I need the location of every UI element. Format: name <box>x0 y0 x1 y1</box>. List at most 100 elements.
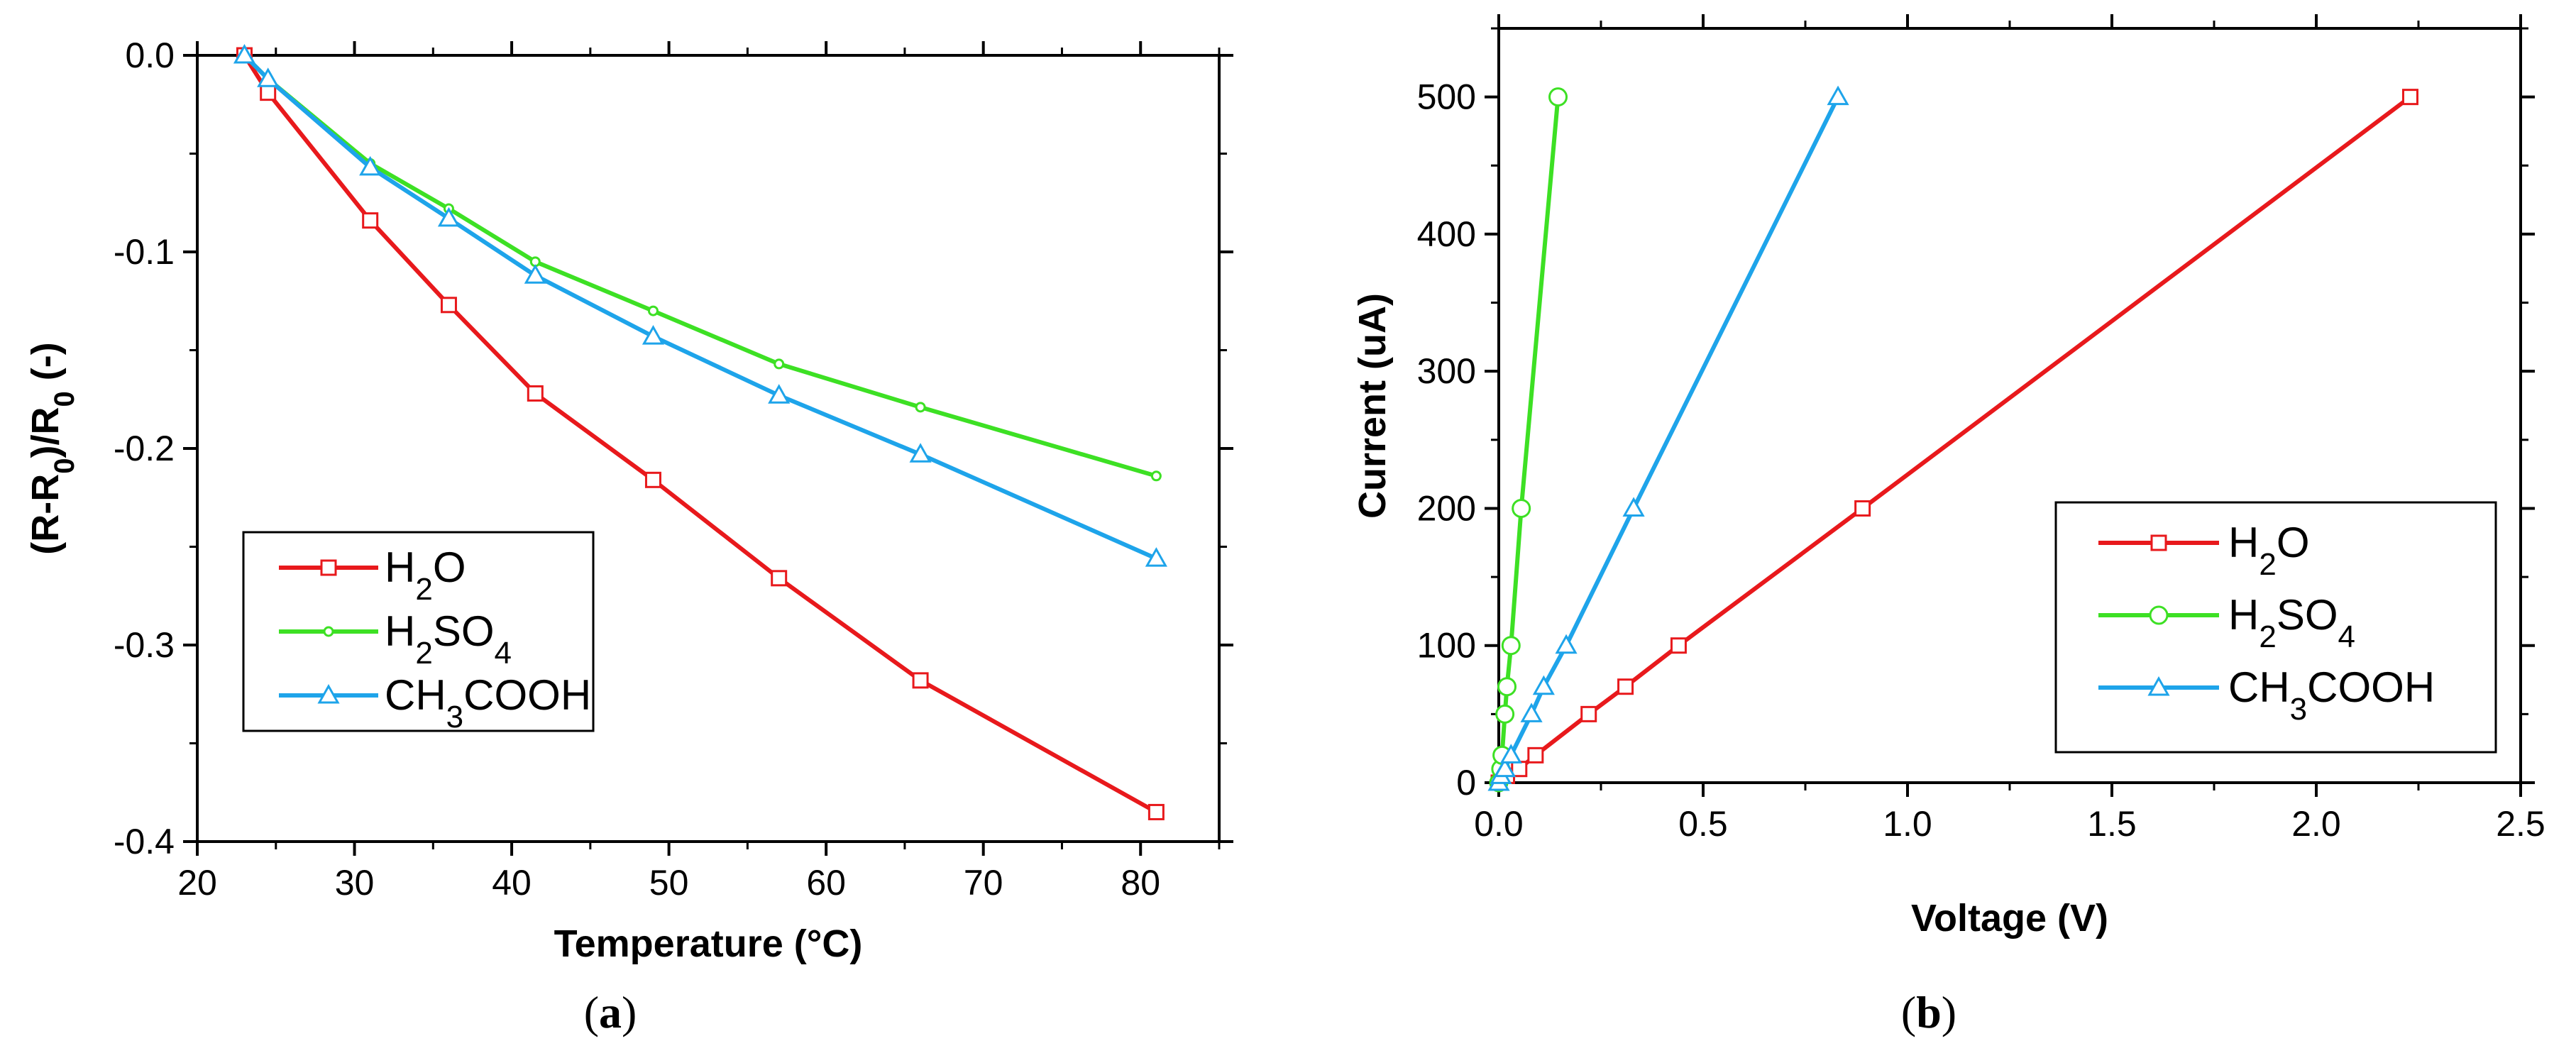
data-point <box>1501 636 1521 656</box>
series-h2o <box>236 47 1165 820</box>
data-point <box>642 325 665 345</box>
data-point <box>1150 470 1162 482</box>
x-tick-label: 0.0 <box>1474 804 1524 844</box>
y-tick-label: -0.2 <box>114 429 175 468</box>
data-point <box>257 67 280 87</box>
data-point <box>1622 497 1645 517</box>
legend: H2O H2SO4 CH3COOH <box>2054 501 2497 754</box>
data-point <box>1494 757 1517 778</box>
x-tick-label: 50 <box>649 863 689 903</box>
data-point <box>1617 678 1634 695</box>
y-tick-label: -0.1 <box>114 232 175 272</box>
y-tick-label: 400 <box>1417 214 1476 254</box>
x-tick-label: 30 <box>335 863 375 903</box>
legend-entry: H2O <box>2098 519 2310 582</box>
y-axis-title: Current (uA) <box>1351 293 1394 519</box>
series-ch3cooh <box>1487 85 1849 791</box>
legend-label: H2O <box>385 544 466 607</box>
data-point <box>1145 547 1167 567</box>
y-tick-label: 0 <box>1456 763 1476 803</box>
data-point <box>1499 744 1522 764</box>
data-point <box>1511 761 1528 778</box>
panel-caption: (a) <box>584 987 637 1037</box>
data-point <box>440 297 457 314</box>
data-point <box>1854 500 1871 517</box>
data-point <box>1532 675 1555 695</box>
legend-marker <box>320 559 337 576</box>
series-h2so4 <box>1489 87 1568 793</box>
legend-label: CH3COOH <box>2228 663 2435 727</box>
x-tick-label: 2.5 <box>2496 804 2545 844</box>
data-point <box>1555 634 1578 654</box>
data-point <box>768 384 791 404</box>
legend-entry: CH3COOH <box>2098 663 2435 727</box>
data-point <box>233 43 256 64</box>
y-axis-title: (R-R0)/R0 (-) <box>24 342 80 554</box>
y-tick-label: 200 <box>1417 488 1476 528</box>
series-h2so4 <box>238 50 1162 482</box>
data-point <box>644 471 661 488</box>
x-axis-title: Voltage (V) <box>1911 897 2108 939</box>
series-ch3cooh <box>233 43 1167 567</box>
x-axis-title: Temperature (°C) <box>554 922 863 965</box>
data-point <box>1520 702 1543 722</box>
legend-label: H2SO4 <box>385 607 512 671</box>
data-point <box>1827 85 1849 106</box>
y-tick-label: 300 <box>1417 351 1476 391</box>
data-point <box>1580 705 1597 722</box>
data-point <box>912 672 929 689</box>
data-point <box>1495 704 1515 724</box>
data-point <box>359 155 382 176</box>
data-point <box>1512 498 1531 518</box>
data-point <box>437 206 461 227</box>
data-point <box>774 358 785 370</box>
data-point <box>1147 803 1165 820</box>
data-point <box>1670 637 1687 654</box>
x-tick-label: 1.0 <box>1883 804 1932 844</box>
legend-entry: H2O <box>279 544 466 607</box>
y-tick-label: -0.4 <box>114 822 175 861</box>
legend-entry: CH3COOH <box>279 671 591 734</box>
legend-marker <box>317 683 340 704</box>
data-point <box>2401 89 2418 106</box>
data-point <box>524 264 546 284</box>
legend-entry: H2SO4 <box>2098 591 2355 654</box>
y-tick-label: 100 <box>1417 626 1476 666</box>
data-point <box>915 402 926 413</box>
series-line <box>243 53 1157 478</box>
panel-b-iv-chart: 0 100 200 300 400 500 0.0 0.5 1.0 1.5 2.0 2.5 Voltag… <box>1351 14 2545 1037</box>
x-tick-label: 60 <box>806 863 846 903</box>
y-tick-label: 500 <box>1417 77 1476 117</box>
legend-label: CH3COOH <box>385 671 591 734</box>
data-point <box>909 443 932 463</box>
y-tick-label: 0.0 <box>125 35 175 75</box>
panel-caption: (b) <box>1901 987 1956 1037</box>
legend-label: H2SO4 <box>2228 591 2355 654</box>
data-point <box>647 305 659 316</box>
legend-label: H2O <box>2228 519 2310 582</box>
x-tick-label: 0.5 <box>1678 804 1728 844</box>
series-line <box>243 53 1157 561</box>
legend-marker <box>2150 534 2167 551</box>
x-tick-label: 1.5 <box>2087 804 2137 844</box>
x-tick-label: 80 <box>1121 863 1160 903</box>
legend-box <box>2054 501 2497 754</box>
legend-marker <box>2147 676 2170 696</box>
data-point <box>527 385 544 402</box>
legend-entry: H2SO4 <box>279 607 512 671</box>
x-tick-label: 2.0 <box>2291 804 2341 844</box>
legend-marker <box>323 626 334 637</box>
data-point <box>362 212 379 229</box>
legend-marker <box>2149 605 2169 625</box>
x-tick-label: 40 <box>492 863 532 903</box>
x-tick-label: 20 <box>177 863 217 903</box>
data-point <box>1497 677 1517 697</box>
data-point <box>771 570 788 587</box>
data-point <box>1548 87 1568 107</box>
panel-a-temperature-chart: 0.0 -0.1 -0.2 -0.3 -0.420 30 40 50 60 70 80 Tempera… <box>24 35 1233 1037</box>
y-tick-label: -0.3 <box>114 625 175 665</box>
x-tick-label: 70 <box>964 863 1003 903</box>
data-point <box>1527 746 1544 764</box>
